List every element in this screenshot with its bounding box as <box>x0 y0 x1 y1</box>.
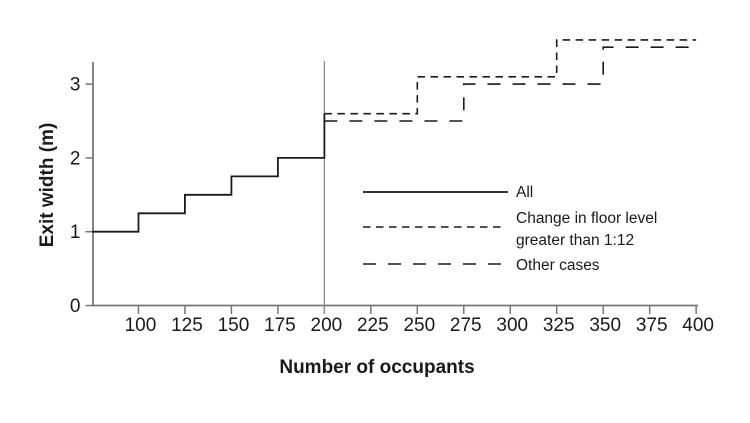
y-axis-title: Exit width (m) <box>37 123 58 248</box>
x-tick-label: 275 <box>450 315 482 336</box>
x-axis-title: Number of occupants <box>279 357 474 378</box>
x-tick-label: 225 <box>357 315 389 336</box>
x-tick-label: 100 <box>125 315 157 336</box>
y-tick-label: 1 <box>70 222 81 243</box>
x-tick-label: 175 <box>264 315 296 336</box>
y-tick-label: 0 <box>70 296 81 317</box>
legend-label-change-in-floor-level-line1: Change in floor level <box>516 210 657 227</box>
chart-legend: All Change in floor level greater than 1… <box>363 184 657 274</box>
x-tick-label: 200 <box>311 315 343 336</box>
axes: 0 1 2 3 100 125 150 175 200 225 250 275 300 325 350 375… <box>70 62 714 336</box>
legend-label-change-in-floor-level-line2: greater than 1:12 <box>516 232 634 249</box>
series-line-other-cases <box>324 46 697 122</box>
x-tick-label: 250 <box>403 315 435 336</box>
legend-label-other-cases: Other cases <box>516 257 600 274</box>
y-tick-label: 2 <box>70 148 81 169</box>
series-line-all <box>92 113 326 233</box>
x-tick-label: 375 <box>636 315 668 336</box>
x-tick-label: 150 <box>218 315 250 336</box>
x-tick-label: 300 <box>496 315 528 336</box>
series-group <box>92 39 697 233</box>
y-tick-label: 3 <box>70 75 81 96</box>
x-tick-label: 125 <box>171 315 203 336</box>
legend-label-all: All <box>516 184 533 201</box>
x-tick-label: 325 <box>543 315 575 336</box>
x-tick-label: 350 <box>589 315 621 336</box>
series-line-change-in-floor-level-greater-than-1-12 <box>324 39 697 115</box>
x-tick-label: 400 <box>682 315 714 336</box>
